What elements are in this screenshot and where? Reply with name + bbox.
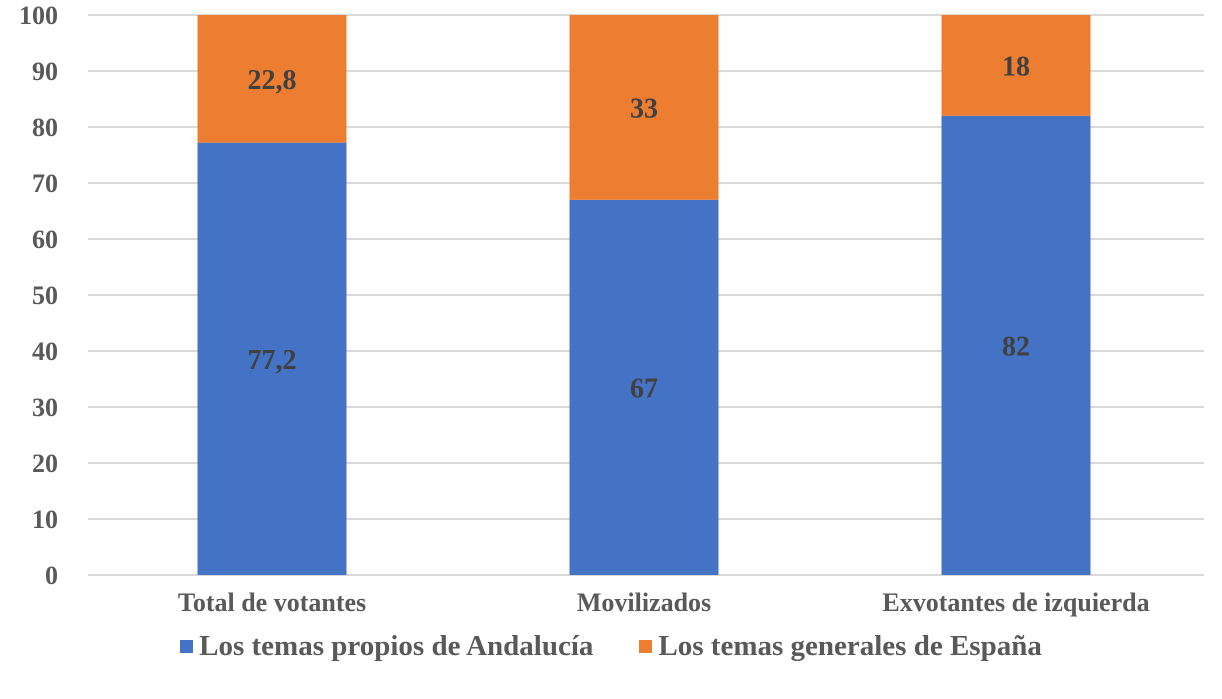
- bar-segment-andalucia: [197, 142, 347, 575]
- y-tick-label: 60: [32, 225, 58, 254]
- data-label: 22,8: [248, 65, 297, 96]
- legend-item-andalucia: Los temas propios de Andalucía: [180, 630, 593, 663]
- data-label: 77,2: [248, 345, 297, 376]
- legend: Los temas propios de Andalucía Los temas…: [0, 630, 1222, 663]
- y-tick-label: 0: [45, 561, 58, 590]
- legend-swatch-espana: [639, 640, 653, 653]
- legend-label-andalucia: Los temas propios de Andalucía: [199, 630, 594, 662]
- x-category-label: Total de votantes: [178, 588, 366, 617]
- data-label: 82: [1002, 331, 1030, 362]
- bar-segment-andalucia: [569, 199, 719, 576]
- y-tick-label: 70: [32, 169, 58, 198]
- data-labels: 77,2 22,8 67 33 82 18: [248, 51, 1031, 404]
- bar-segment-espana: [941, 15, 1091, 116]
- bars: [197, 15, 1091, 576]
- data-label: 67: [630, 373, 658, 404]
- x-axis: Total de votantes Movilizados Exvotantes d…: [178, 588, 1150, 617]
- y-tick-label: 20: [32, 449, 58, 478]
- bar-segment-espana: [197, 15, 347, 143]
- data-label: 33: [630, 93, 658, 124]
- y-tick-label: 90: [32, 57, 58, 86]
- bar-segment-andalucia: [941, 115, 1091, 576]
- bar-segment-espana: [569, 15, 719, 200]
- x-category-label: Exvotantes de izquierda: [882, 588, 1149, 617]
- y-tick-label: 10: [32, 505, 58, 534]
- y-tick-label: 50: [32, 281, 58, 310]
- legend-label-espana: Los temas generales de España: [658, 630, 1042, 662]
- legend-swatch-andalucia: [180, 640, 194, 653]
- data-label: 18: [1002, 51, 1030, 82]
- legend-item-espana: Los temas generales de España: [639, 630, 1042, 663]
- x-category-label: Movilizados: [577, 588, 711, 617]
- y-axis: 0 10 20 30 40 50 60 70 80 90 100: [19, 1, 58, 590]
- y-tick-label: 100: [19, 1, 58, 30]
- y-tick-label: 30: [32, 393, 58, 422]
- y-tick-label: 40: [32, 337, 58, 366]
- y-tick-label: 80: [32, 113, 58, 142]
